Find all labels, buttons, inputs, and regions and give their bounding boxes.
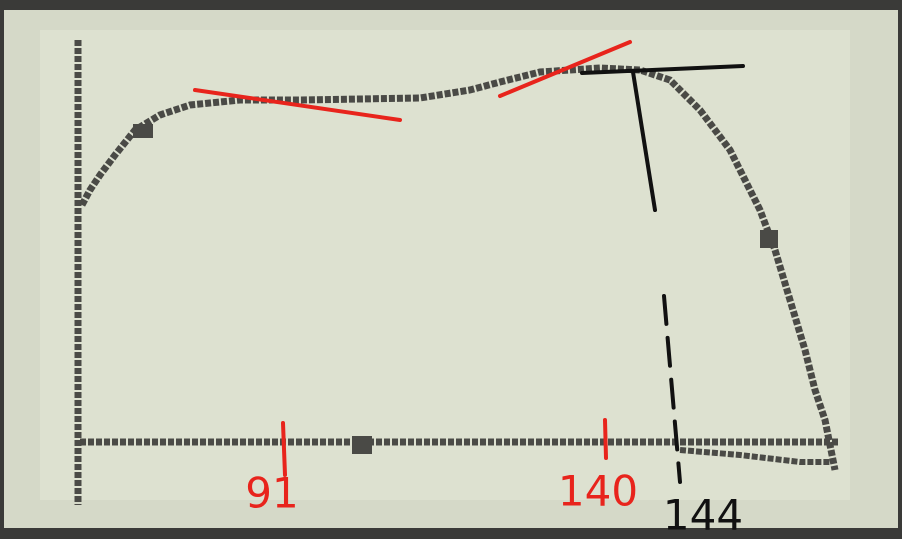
annotation-label: 140 bbox=[558, 467, 638, 516]
tick-mark bbox=[283, 423, 285, 475]
pixel-cluster bbox=[760, 230, 778, 248]
lcd-highlight bbox=[40, 30, 850, 500]
annotation-label: 144 bbox=[663, 491, 743, 539]
calculator-screen-photo: 91 140 144 bbox=[0, 0, 902, 539]
page: 91 140 144 (() => { const data = JSON.pa… bbox=[0, 0, 902, 539]
pixel-cluster bbox=[352, 436, 372, 454]
tick-mark bbox=[605, 420, 606, 458]
annotation-label: 91 bbox=[245, 469, 298, 518]
pixel-cluster bbox=[133, 124, 153, 138]
